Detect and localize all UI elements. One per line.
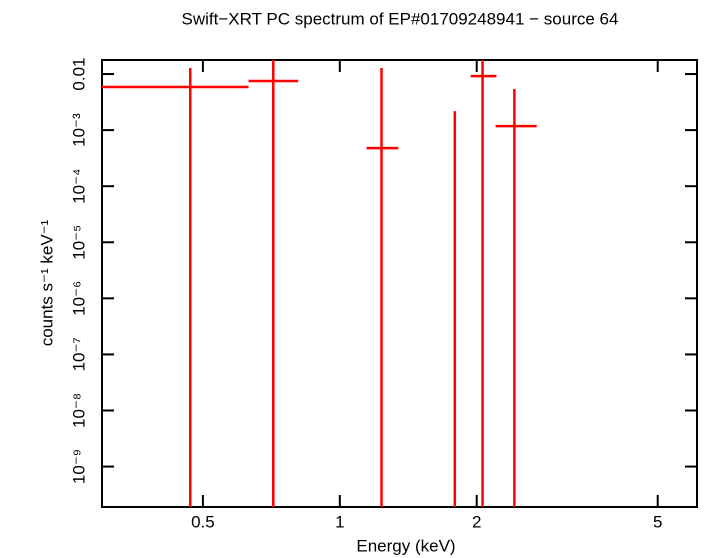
y-tick-label: 0.01 <box>69 57 88 90</box>
y-tick-label: 10⁻⁹ <box>69 449 88 484</box>
y-tick-label: 10⁻⁷ <box>69 337 88 371</box>
x-tick-label: 0.5 <box>191 512 215 531</box>
y-tick-label: 10⁻⁸ <box>69 393 88 428</box>
x-axis-label: Energy (keV) <box>356 536 455 555</box>
plot-frame <box>101 59 698 508</box>
y-tick-label: 10⁻⁶ <box>69 281 88 316</box>
y-tick-label: 10⁻⁵ <box>69 225 88 260</box>
x-tick-label: 1 <box>335 512 344 531</box>
y-tick-label: 10⁻³ <box>69 113 88 147</box>
y-axis-label: counts s⁻¹ keV⁻¹ <box>37 219 56 346</box>
y-tick-label: 10⁻⁴ <box>69 169 88 204</box>
x-tick-label: 2 <box>472 512 481 531</box>
chart-title: Swift−XRT PC spectrum of EP#01709248941 … <box>182 9 619 28</box>
x-tick-label: 5 <box>653 512 662 531</box>
